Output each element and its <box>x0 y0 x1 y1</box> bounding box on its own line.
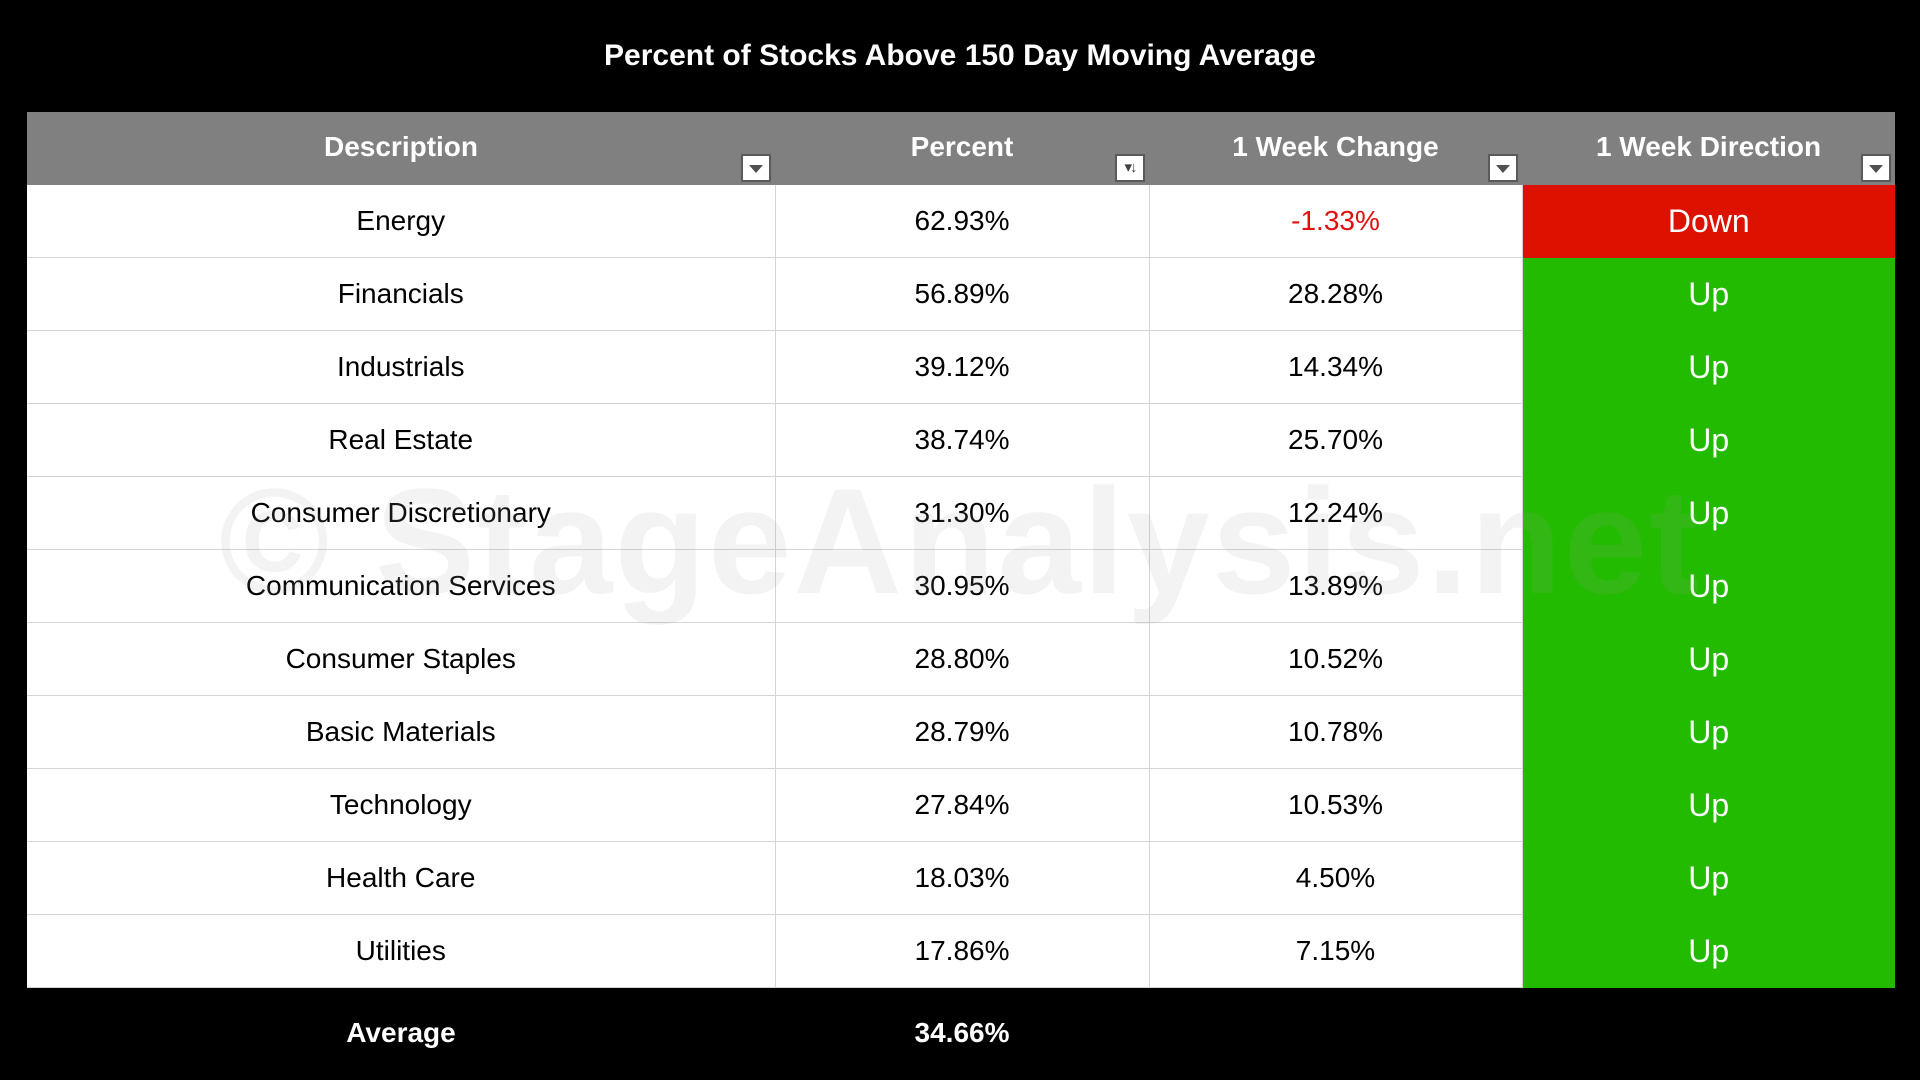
table-row: Technology 27.84% 10.53% Up <box>27 768 1895 842</box>
header-row: Description Percent ▾↓ 1 Week Change 1 W… <box>27 112 1895 185</box>
table-row: Health Care 18.03% 4.50% Up <box>27 841 1895 915</box>
cell-percent: 28.80% <box>775 622 1150 696</box>
cell-direction: Up <box>1522 549 1895 623</box>
cell-percent: 38.74% <box>775 403 1150 477</box>
cell-change: 4.50% <box>1149 841 1523 915</box>
cell-description: Basic Materials <box>27 695 776 769</box>
column-header-description: Description <box>27 112 775 185</box>
column-header-label: Description <box>323 131 479 162</box>
cell-direction: Up <box>1522 914 1895 988</box>
cell-change: 13.89% <box>1149 549 1523 623</box>
cell-description: Communication Services <box>27 549 776 623</box>
cell-direction: Up <box>1522 841 1895 915</box>
column-header-label: 1 Week Change <box>1232 131 1439 162</box>
column-header-direction: 1 Week Direction <box>1522 112 1895 185</box>
cell-direction: Up <box>1522 257 1895 331</box>
table-row: Energy 62.93% -1.33% Down <box>27 185 1895 258</box>
table-row: Consumer Discretionary 31.30% 12.24% Up <box>27 476 1895 550</box>
chevron-down-icon <box>749 165 763 174</box>
cell-percent: 18.03% <box>775 841 1150 915</box>
cell-description: Health Care <box>27 841 776 915</box>
cell-change: 25.70% <box>1149 403 1523 477</box>
cell-percent: 62.93% <box>775 185 1150 258</box>
column-header-label: 1 Week Direction <box>1595 131 1822 162</box>
table-row: Basic Materials 28.79% 10.78% Up <box>27 695 1895 769</box>
cell-description: Consumer Discretionary <box>27 476 776 550</box>
cell-description: Real Estate <box>27 403 776 477</box>
cell-change: 10.52% <box>1149 622 1523 696</box>
sort-descending-icon: ▾↓ <box>1124 159 1137 176</box>
cell-percent: 17.86% <box>775 914 1150 988</box>
cell-direction: Up <box>1522 476 1895 550</box>
cell-change: 10.78% <box>1149 695 1523 769</box>
table-row: Financials 56.89% 28.28% Up <box>27 257 1895 331</box>
table-row: Communication Services 30.95% 13.89% Up <box>27 549 1895 623</box>
cell-change: 28.28% <box>1149 257 1523 331</box>
filter-dropdown-change[interactable] <box>1488 154 1518 182</box>
cell-percent: 27.84% <box>775 768 1150 842</box>
cell-direction: Up <box>1522 622 1895 696</box>
footer-empty-cell <box>1149 987 1522 1078</box>
table-row: Utilities 17.86% 7.15% Up <box>27 914 1895 988</box>
cell-direction: Up <box>1522 403 1895 477</box>
footer-label: Average <box>27 987 775 1078</box>
cell-description: Financials <box>27 257 776 331</box>
cell-change: 14.34% <box>1149 330 1523 404</box>
chevron-down-icon <box>1496 165 1510 174</box>
chevron-down-icon <box>1869 165 1883 174</box>
table-row: Real Estate 38.74% 25.70% Up <box>27 403 1895 477</box>
column-header-change: 1 Week Change <box>1149 112 1522 185</box>
cell-description: Utilities <box>27 914 776 988</box>
filter-dropdown-direction[interactable] <box>1861 154 1891 182</box>
column-header-percent: Percent ▾↓ <box>775 112 1149 185</box>
cell-percent: 56.89% <box>775 257 1150 331</box>
cell-direction: Up <box>1522 768 1895 842</box>
table-body: Energy 62.93% -1.33% Down Financials 56.89% 28… <box>27 185 1895 988</box>
filter-dropdown-description[interactable] <box>741 154 771 182</box>
cell-direction: Down <box>1522 185 1895 258</box>
cell-percent: 39.12% <box>775 330 1150 404</box>
cell-change: 7.15% <box>1149 914 1523 988</box>
cell-percent: 30.95% <box>775 549 1150 623</box>
cell-description: Industrials <box>27 330 776 404</box>
cell-description: Energy <box>27 185 776 258</box>
cell-direction: Up <box>1522 695 1895 769</box>
filter-dropdown-percent[interactable]: ▾↓ <box>1115 154 1145 182</box>
cell-direction: Up <box>1522 330 1895 404</box>
cell-change: -1.33% <box>1149 185 1523 258</box>
cell-percent: 31.30% <box>775 476 1150 550</box>
stock-table: Description Percent ▾↓ 1 Week Change 1 W… <box>27 112 1895 1078</box>
footer-average-percent: 34.66% <box>775 987 1149 1078</box>
table-row: Industrials 39.12% 14.34% Up <box>27 330 1895 404</box>
column-header-label: Percent <box>910 131 1014 162</box>
page-title: Percent of Stocks Above 150 Day Moving A… <box>604 39 1316 72</box>
table-row: Consumer Staples 28.80% 10.52% Up <box>27 622 1895 696</box>
footer-row: Average 34.66% <box>27 987 1895 1078</box>
cell-description: Consumer Staples <box>27 622 776 696</box>
cell-description: Technology <box>27 768 776 842</box>
cell-change: 10.53% <box>1149 768 1523 842</box>
cell-percent: 28.79% <box>775 695 1150 769</box>
footer-empty-cell <box>1522 987 1895 1078</box>
cell-change: 12.24% <box>1149 476 1523 550</box>
